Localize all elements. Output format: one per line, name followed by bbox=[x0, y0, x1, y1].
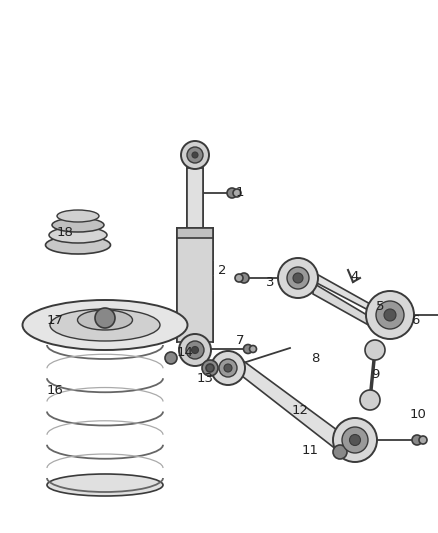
Text: 17: 17 bbox=[46, 313, 64, 327]
Circle shape bbox=[293, 273, 303, 283]
Ellipse shape bbox=[49, 227, 107, 243]
Polygon shape bbox=[187, 168, 203, 230]
Ellipse shape bbox=[57, 210, 99, 222]
Text: 10: 10 bbox=[410, 408, 427, 422]
Circle shape bbox=[95, 308, 115, 328]
Circle shape bbox=[165, 352, 177, 364]
Circle shape bbox=[333, 445, 347, 459]
Text: 5: 5 bbox=[376, 301, 384, 313]
Polygon shape bbox=[313, 272, 372, 312]
Text: 6: 6 bbox=[411, 313, 419, 327]
Circle shape bbox=[419, 436, 427, 444]
Text: 2: 2 bbox=[218, 263, 226, 277]
Text: 13: 13 bbox=[197, 372, 213, 384]
Polygon shape bbox=[242, 360, 337, 450]
Circle shape bbox=[360, 390, 380, 410]
Ellipse shape bbox=[50, 309, 160, 341]
Circle shape bbox=[366, 291, 414, 339]
Text: 7: 7 bbox=[236, 334, 244, 346]
Circle shape bbox=[287, 267, 309, 289]
Ellipse shape bbox=[52, 218, 104, 232]
Circle shape bbox=[181, 141, 209, 169]
Polygon shape bbox=[313, 283, 372, 327]
Text: 4: 4 bbox=[351, 271, 359, 284]
Circle shape bbox=[227, 188, 237, 198]
Circle shape bbox=[235, 274, 243, 282]
Text: 12: 12 bbox=[292, 403, 308, 416]
Text: 8: 8 bbox=[311, 351, 319, 365]
Circle shape bbox=[365, 340, 385, 360]
Circle shape bbox=[179, 334, 211, 366]
Text: 18: 18 bbox=[57, 227, 74, 239]
Polygon shape bbox=[177, 228, 213, 238]
Circle shape bbox=[278, 258, 318, 298]
Text: 3: 3 bbox=[266, 276, 274, 288]
Circle shape bbox=[202, 360, 218, 376]
Ellipse shape bbox=[78, 310, 133, 330]
Circle shape bbox=[244, 344, 252, 353]
Circle shape bbox=[211, 351, 245, 385]
Ellipse shape bbox=[47, 474, 163, 496]
Text: 11: 11 bbox=[301, 443, 318, 456]
Circle shape bbox=[187, 147, 203, 163]
Circle shape bbox=[206, 364, 214, 372]
Circle shape bbox=[376, 301, 404, 329]
Circle shape bbox=[384, 309, 396, 321]
Circle shape bbox=[233, 189, 241, 197]
Ellipse shape bbox=[22, 300, 187, 350]
Circle shape bbox=[186, 341, 204, 359]
Circle shape bbox=[250, 345, 257, 352]
Text: 14: 14 bbox=[177, 345, 194, 359]
Circle shape bbox=[333, 418, 377, 462]
Text: 16: 16 bbox=[46, 384, 64, 397]
Circle shape bbox=[239, 273, 249, 283]
Text: 1: 1 bbox=[236, 187, 244, 199]
Circle shape bbox=[192, 152, 198, 158]
Circle shape bbox=[412, 435, 422, 445]
Ellipse shape bbox=[46, 236, 110, 254]
Circle shape bbox=[219, 359, 237, 377]
Circle shape bbox=[191, 346, 198, 353]
Circle shape bbox=[342, 427, 368, 453]
Polygon shape bbox=[177, 228, 213, 342]
Text: 9: 9 bbox=[371, 368, 379, 382]
Circle shape bbox=[224, 364, 232, 372]
Circle shape bbox=[350, 434, 360, 446]
